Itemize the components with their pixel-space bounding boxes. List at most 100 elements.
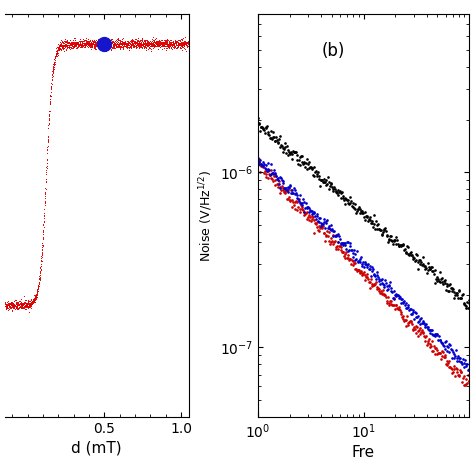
Point	[64, 42, 71, 49]
Point	[163, 37, 170, 45]
Point	[34, 284, 42, 292]
Point	[153, 35, 160, 42]
Point	[167, 39, 175, 47]
Point	[92, 40, 100, 47]
Point	[135, 39, 142, 46]
Point	[5, 305, 13, 312]
Point	[173, 43, 181, 50]
Point	[171, 39, 179, 47]
Point	[161, 38, 168, 46]
Point	[136, 41, 143, 48]
Point	[40, 210, 48, 217]
Point	[52, 54, 59, 62]
Point	[51, 53, 59, 60]
Point	[51, 58, 58, 66]
Point	[102, 38, 109, 46]
Point	[182, 41, 190, 49]
Point	[33, 292, 40, 300]
Point	[172, 38, 180, 46]
Point	[64, 43, 72, 50]
Point	[44, 136, 52, 144]
Point	[9, 303, 17, 310]
Point	[182, 40, 190, 48]
Point	[173, 38, 180, 46]
Point	[167, 42, 174, 49]
Point	[1, 298, 9, 306]
Point	[17, 300, 25, 307]
Point	[55, 44, 63, 52]
Point	[78, 40, 85, 48]
Point	[89, 39, 96, 47]
Point	[42, 175, 50, 183]
Point	[150, 38, 158, 46]
Point	[73, 38, 81, 46]
Point	[10, 302, 18, 310]
Point	[22, 300, 29, 307]
Point	[129, 40, 137, 47]
Point	[13, 301, 20, 309]
Point	[77, 42, 85, 50]
Point	[177, 35, 184, 43]
Point	[50, 55, 58, 63]
Point	[128, 42, 135, 49]
Point	[118, 42, 125, 49]
Point	[161, 43, 168, 50]
Point	[90, 42, 97, 49]
Point	[29, 295, 37, 302]
Point	[54, 43, 62, 51]
Point	[22, 303, 29, 310]
Point	[173, 37, 181, 45]
Point	[37, 266, 45, 274]
Point	[152, 41, 160, 48]
Point	[159, 38, 167, 46]
Point	[134, 43, 141, 51]
Point	[117, 40, 125, 47]
Point	[3, 298, 10, 306]
Point	[119, 39, 127, 47]
Point	[54, 46, 62, 53]
Point	[84, 41, 91, 49]
Point	[138, 44, 146, 52]
Point	[70, 43, 78, 50]
Point	[87, 39, 95, 46]
Point	[135, 37, 143, 45]
Point	[93, 38, 101, 46]
Point	[82, 40, 89, 48]
Point	[37, 265, 45, 273]
Point	[73, 42, 80, 49]
Point	[78, 39, 86, 46]
Point	[131, 39, 138, 47]
Point	[164, 40, 171, 48]
Point	[83, 41, 91, 48]
Point	[58, 44, 65, 51]
Point	[173, 41, 181, 48]
Point	[58, 37, 66, 45]
Point	[160, 41, 168, 48]
Point	[57, 46, 64, 53]
Point	[28, 301, 36, 308]
Point	[113, 39, 121, 47]
Point	[97, 38, 105, 46]
Point	[3, 303, 11, 310]
Point	[179, 40, 187, 47]
Point	[39, 234, 46, 241]
Point	[41, 198, 48, 205]
Point	[140, 42, 147, 49]
Point	[42, 191, 49, 198]
Point	[2, 302, 9, 310]
Point	[143, 40, 151, 47]
Point	[146, 38, 154, 46]
Point	[86, 44, 94, 51]
Point	[86, 37, 94, 45]
Point	[101, 41, 109, 48]
Point	[77, 37, 84, 45]
Point	[168, 41, 176, 48]
Point	[92, 36, 100, 44]
Point	[165, 45, 173, 52]
Point	[11, 301, 18, 309]
Point	[138, 44, 146, 51]
Point	[131, 38, 139, 46]
Point	[139, 41, 147, 48]
Point	[91, 42, 98, 49]
Point	[60, 37, 67, 45]
